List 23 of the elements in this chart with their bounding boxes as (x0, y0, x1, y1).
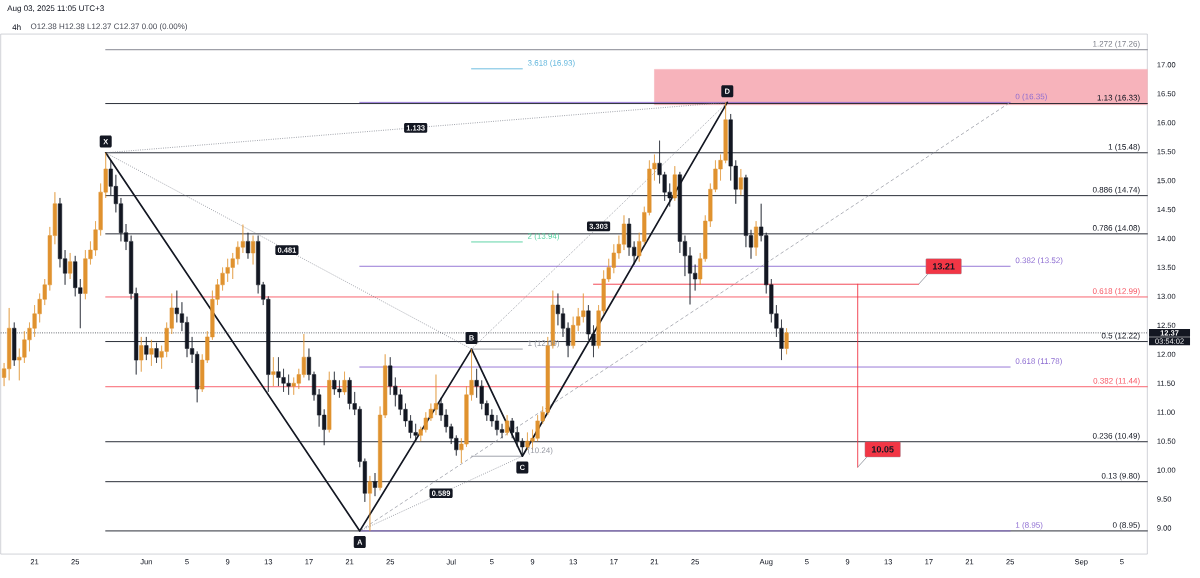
annotation: 13.21 (932, 263, 955, 270)
text: O12.38 H12.38 L12.37 C12.37 0.00 (0.00%) (30, 23, 187, 31)
series-label: 0.382 (11.44) (1093, 377, 1140, 386)
series-label: 3.618 (16.93) (527, 59, 575, 68)
series-label: 0.618 (11.78) (1015, 358, 1062, 366)
chart-title: 4h (12, 24, 21, 30)
series-label: 0.5 (12.22) (1101, 332, 1140, 341)
series-label: 0.13 (9.80) (1101, 472, 1140, 481)
series-label: 0 (8.95) (1112, 521, 1140, 530)
series-label: 0.786 (14.08) (1092, 224, 1140, 233)
annotation: 10.05 (871, 446, 894, 453)
series-label: 0 (16.35) (1015, 93, 1047, 101)
series-label: 1 (15.48) (1108, 143, 1140, 152)
series-label: 0.382 (13.52) (1015, 257, 1063, 265)
series-label: (10.24) (528, 447, 553, 455)
text: Aug 03, 2025 11:05 UTC+3 (7, 5, 104, 13)
series-label: 1 (8.95) (1015, 521, 1043, 530)
series-label: 1.272 (17.26) (1093, 40, 1140, 49)
series-label: 0.236 (10.49) (1092, 432, 1140, 441)
series-label: 1.13 (16.33) (1097, 94, 1140, 103)
series-label: 0.618 (12.99) (1092, 288, 1140, 296)
series-label: 2 (13.94) (527, 232, 560, 241)
series-label: 0.886 (14.74) (1092, 186, 1140, 195)
